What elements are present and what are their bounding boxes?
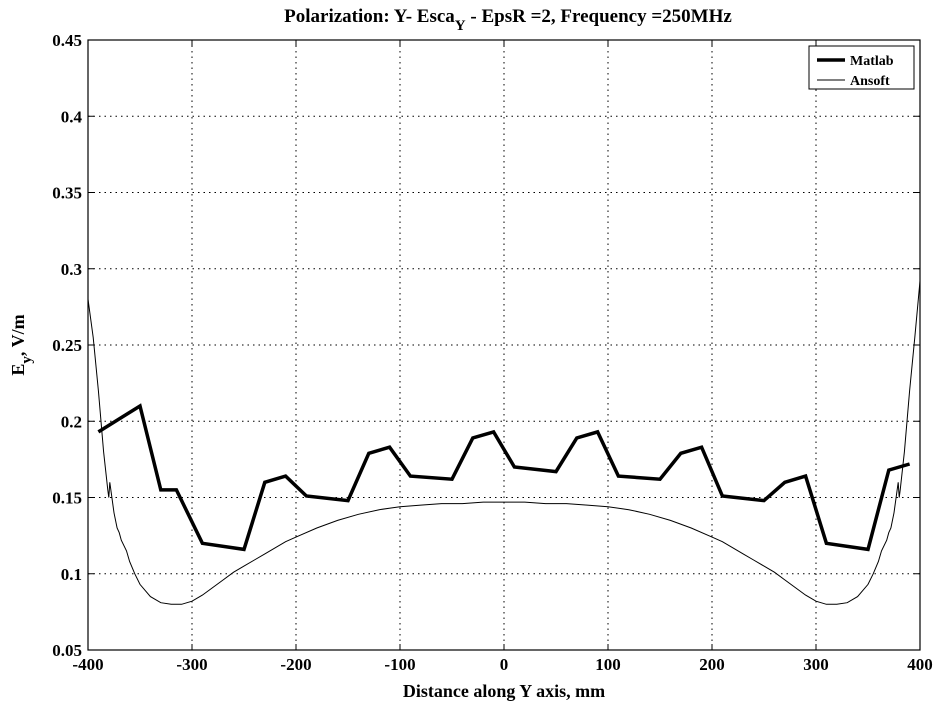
y-tick-label: 0.1 — [61, 565, 82, 584]
x-tick-label: 300 — [803, 655, 829, 674]
y-axis-label-subscript: y — [19, 356, 35, 364]
series-layer — [87, 280, 921, 605]
ticks: -400 -300 -200 -100 0 100 200 300 400 0.05 0.1 0.15… — [52, 31, 933, 674]
y-tick-label: 0.3 — [61, 260, 82, 279]
x-tick-label: 200 — [699, 655, 725, 674]
y-tick-label: 0.45 — [52, 31, 82, 50]
y-tick-label: 0.4 — [61, 107, 83, 126]
y-axis-label-main: E — [8, 364, 28, 376]
legend-label-matlab: Matlab — [850, 54, 894, 69]
y-tick-label: 0.15 — [52, 489, 82, 508]
x-tick-label: 100 — [595, 655, 621, 674]
chart-title: Polarization: Y- EscaY - EpsR =2, Freque… — [284, 6, 732, 34]
y-tick-label: 0.25 — [52, 336, 82, 355]
chart-title-rest: - EpsR =2, Frequency =250MHz — [466, 6, 733, 27]
x-axis-label: Distance along Y axis, mm — [403, 681, 605, 701]
x-tick-label: -400 — [72, 655, 103, 674]
y-axis-label-rest: , V/m — [8, 314, 28, 356]
y-tick-label: 0.2 — [61, 412, 82, 431]
y-axis-label: Ey, V/m — [8, 314, 35, 375]
y-tick-label: 0.35 — [52, 184, 82, 203]
x-tick-label: -300 — [176, 655, 207, 674]
series-line-ansoft — [87, 280, 921, 605]
legend-box — [808, 45, 915, 90]
legend: Matlab Ansoft — [808, 45, 915, 90]
x-tick-label: -200 — [280, 655, 311, 674]
chart-title-subscript: Y — [455, 18, 466, 34]
x-tick-label: 400 — [907, 655, 933, 674]
series-line-matlab — [97, 403, 911, 552]
chart-title-main: Polarization: Y- Esca — [284, 6, 455, 27]
x-tick-label: -100 — [384, 655, 415, 674]
grid — [88, 40, 920, 650]
y-tick-label: 0.05 — [52, 641, 82, 660]
x-tick-label: 0 — [500, 655, 509, 674]
legend-label-ansoft: Ansoft — [850, 74, 890, 89]
